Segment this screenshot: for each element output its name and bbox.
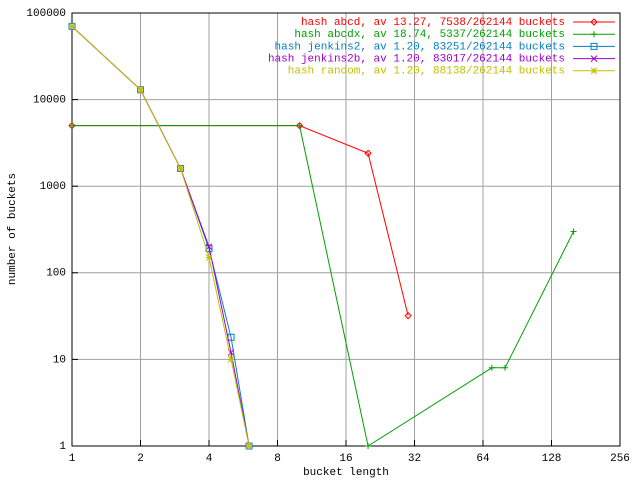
data-point: [205, 243, 213, 251]
legend-label: hash abcdx, av 18.74, 5337/262144 bucket…: [294, 29, 565, 41]
legend-marker: [590, 42, 598, 50]
y-axis-label: number of buckets: [7, 173, 19, 285]
legend-label: hash random, av 1.20, 88138/262144 bucke…: [288, 66, 565, 78]
data-point: [404, 311, 412, 320]
plot-frame: [71, 12, 621, 447]
legend-marker: [590, 18, 598, 26]
y-tick-label: 1: [59, 441, 66, 453]
series-line: [72, 125, 409, 316]
data-point: [227, 356, 235, 363]
data-point: [205, 254, 213, 261]
data-point: [177, 165, 184, 172]
data-point: [365, 443, 372, 449]
legend-label: hash abcd, av 13.27, 7538/262144 buckets: [301, 17, 565, 29]
series-line: [71, 26, 250, 447]
legend-marker: [591, 31, 597, 38]
x-tick-label: 32: [408, 453, 421, 465]
series-line: [71, 26, 250, 447]
data-point: [570, 228, 577, 235]
data-point: [245, 442, 253, 450]
x-tick-label: 256: [610, 453, 630, 465]
data-point: [296, 122, 303, 129]
y-tick-label: 100000: [26, 8, 66, 20]
legend-label: hash jenkins2b, av 1.20, 83017/262144 bu…: [268, 54, 565, 66]
data-point: [68, 23, 76, 30]
x-tick-label: 1: [69, 453, 76, 465]
x-tick-label: 128: [542, 453, 562, 465]
y-tick-label: 1000: [40, 181, 66, 193]
legend-marker: [590, 67, 598, 75]
series-line: [71, 26, 250, 447]
x-tick-label: 8: [274, 453, 281, 465]
data-point: [488, 364, 495, 371]
legend-marker: [590, 55, 598, 62]
x-tick-label: 4: [206, 453, 213, 465]
data-point: [137, 86, 144, 94]
data-point: [502, 364, 509, 371]
data-point: [69, 122, 75, 129]
y-tick-label: 10000: [33, 95, 66, 107]
x-tick-label: 2: [137, 453, 144, 465]
y-tick-label: 100: [46, 268, 66, 280]
series-line: [72, 125, 574, 447]
x-axis-label: bucket length: [303, 467, 389, 479]
x-tick-label: 16: [339, 453, 352, 465]
data-point: [364, 149, 372, 157]
x-tick-label: 64: [476, 453, 490, 465]
y-tick-label: 10: [53, 354, 66, 366]
data-point: [245, 442, 253, 450]
legend-label: hash jenkins2, av 1.20, 83251/262144 buc…: [275, 41, 565, 53]
